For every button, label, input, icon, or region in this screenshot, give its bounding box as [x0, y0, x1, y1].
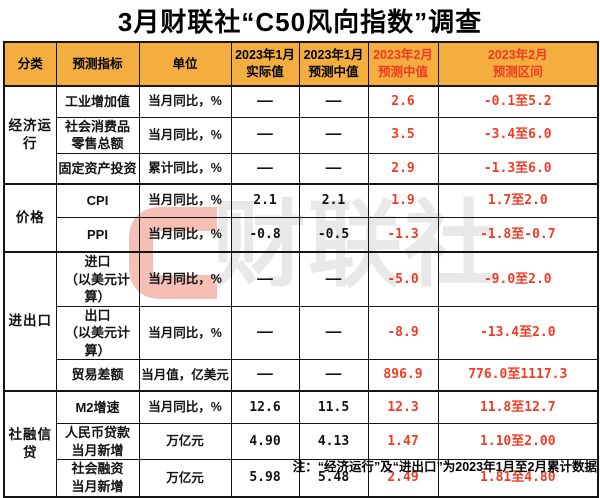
table-row-m2: 社融信贷 M2增速 当月同比，% 12.6 11.5 12.3 11.8至12.… — [3, 389, 599, 498]
jan-actual-cell: 12.6 — [230, 389, 300, 425]
table-row-industrial-output: 经济运行 工业增加值 当月同比，% —— —— 2.6 -0.1至5.2 — [3, 84, 599, 185]
jan-actual-cell: —— — [230, 305, 300, 361]
indicator-cell: 社会消费品 零售总额 — [55, 116, 140, 154]
table-row-trade-balance: 贸易差额 当月值，亿美元 —— —— 896.9 776.0至1117.3 — [4, 359, 599, 392]
indicator-cell: 固定资产投资 — [55, 152, 140, 185]
indicator-cell: 贸易差额 — [55, 359, 140, 392]
category-cell-credit: 社融信贷 — [3, 389, 57, 498]
jan-median-cell: —— — [298, 152, 369, 185]
col-header-feb-median: 2023年2月 预测中值 — [367, 41, 439, 87]
unit-cell: 万亿元 — [138, 459, 232, 498]
jan-median-cell: —— — [298, 85, 369, 118]
jan-actual-cell: 4.90 — [230, 423, 300, 461]
unit-cell: 当月值，亿美元 — [138, 359, 232, 392]
col-header-category: 分类 — [3, 41, 57, 87]
col-header-feb-range: 2023年2月 预测区间 — [437, 41, 599, 87]
feb-range-cell: 776.0至1117.3 — [437, 359, 599, 392]
unit-cell: 万亿元 — [138, 423, 232, 461]
indicator-cell: 工业增加值 — [55, 85, 140, 118]
feb-median-cell: -1.3 — [367, 216, 439, 253]
col-header-indicator: 预测指标 — [55, 41, 140, 87]
feb-median-cell: -5.0 — [367, 251, 439, 307]
table-row-imports: 进出口 进口 （以美元计算） 当月同比，% —— —— -5.0 -9.0至2.… — [3, 251, 599, 392]
unit-cell: 当月同比，% — [138, 305, 232, 361]
jan-median-cell: —— — [298, 251, 369, 307]
unit-cell: 当月同比，% — [138, 389, 232, 425]
jan-actual-cell: —— — [230, 251, 300, 307]
feb-range-cell: 1.7至2.0 — [437, 183, 599, 218]
unit-cell: 当月同比，% — [138, 183, 232, 218]
feb-range-cell: -0.1至5.2 — [437, 85, 599, 118]
jan-actual-cell: —— — [230, 359, 300, 392]
jan-actual-cell: —— — [230, 116, 300, 154]
feb-median-cell: 3.5 — [367, 116, 439, 154]
feb-range-cell: -1.3至6.0 — [437, 152, 599, 185]
col-header-jan-actual: 2023年1月 实际值 — [230, 41, 300, 87]
feb-median-cell: 2.9 — [367, 152, 439, 185]
col-header-jan-median: 2023年1月 预测中值 — [298, 41, 369, 87]
feb-median-cell: 1.47 — [367, 423, 439, 461]
indicator-cell: 社会融资 当月新增 — [55, 459, 140, 498]
feb-median-cell: 1.9 — [367, 183, 439, 218]
unit-cell: 当月同比，% — [138, 251, 232, 307]
jan-median-cell: 4.13 — [298, 423, 369, 461]
jan-actual-cell: 2.1 — [230, 183, 300, 218]
feb-range-cell: 1.10至2.00 — [437, 423, 599, 461]
indicator-cell: PPI — [55, 216, 140, 253]
page-title: 3月财联社“C50风向指数”调查 — [117, 7, 483, 37]
jan-actual-cell: —— — [230, 85, 300, 118]
indicator-cell: CPI — [55, 183, 140, 218]
unit-cell: 当月同比，% — [138, 216, 232, 253]
col-header-unit: 单位 — [138, 41, 232, 87]
table-row-retail-sales: 社会消费品 零售总额 当月同比，% —— —— 3.5 -3.4至6.0 — [4, 116, 599, 154]
feb-median-cell: -8.9 — [367, 305, 439, 361]
feb-range-cell: -1.8至-0.7 — [437, 216, 599, 253]
table-row-cpi: 价格 CPI 当月同比，% 2.1 2.1 1.9 1.7至2.0 — [3, 183, 599, 253]
unit-cell: 当月同比，% — [138, 116, 232, 154]
feb-median-cell: 896.9 — [367, 359, 439, 392]
table-row-rmb-loans: 人民币贷款 当月新增 万亿元 4.90 4.13 1.47 1.10至2.00 — [4, 423, 599, 461]
indicator-cell: 出口 （以美元计算） — [55, 305, 140, 361]
unit-cell: 当月同比，% — [138, 85, 232, 118]
jan-median-cell: 2.1 — [298, 183, 369, 218]
feb-median-cell: 12.3 — [367, 389, 439, 425]
unit-cell: 累计同比，% — [138, 152, 232, 185]
indicator-cell: M2增速 — [55, 389, 140, 425]
header-row: 分类 预测指标 单位 2023年1月 实际值 2023年1月 预测中值 2023… — [3, 41, 599, 87]
indicator-cell: 进口 （以美元计算） — [55, 251, 140, 307]
feb-range-cell: -13.4至2.0 — [437, 305, 599, 361]
footnote: 注：“经济运行”及“进出口”为2023年1月至2月累计数据 — [292, 460, 597, 474]
jan-median-cell: —— — [298, 359, 369, 392]
table-row-fixed-asset-investment: 固定资产投资 累计同比，% —— —— 2.9 -1.3至6.0 — [4, 152, 599, 185]
forecast-table: 分类 预测指标 单位 2023年1月 实际值 2023年1月 预测中值 2023… — [3, 41, 599, 498]
feb-range-cell: 11.8至12.7 — [437, 389, 599, 425]
category-cell-economy: 经济运行 — [3, 84, 57, 185]
jan-median-cell: 11.5 — [298, 389, 369, 425]
jan-median-cell: -0.5 — [298, 216, 369, 253]
jan-median-cell: —— — [298, 305, 369, 361]
jan-median-cell: —— — [298, 116, 369, 154]
jan-actual-cell: —— — [230, 152, 300, 185]
feb-range-cell: -9.0至2.0 — [437, 251, 599, 307]
category-cell-trade: 进出口 — [3, 251, 57, 392]
table-row-exports: 出口 （以美元计算） 当月同比，% —— —— -8.9 -13.4至2.0 — [4, 305, 599, 361]
feb-median-cell: 2.6 — [367, 85, 439, 118]
table-row-ppi: PPI 当月同比，% -0.8 -0.5 -1.3 -1.8至-0.7 — [4, 216, 599, 253]
indicator-cell: 人民币贷款 当月新增 — [55, 423, 140, 461]
jan-actual-cell: 5.98 — [230, 459, 300, 498]
feb-range-cell: -3.4至6.0 — [437, 116, 599, 154]
category-cell-prices: 价格 — [3, 183, 57, 253]
jan-actual-cell: -0.8 — [230, 216, 300, 253]
